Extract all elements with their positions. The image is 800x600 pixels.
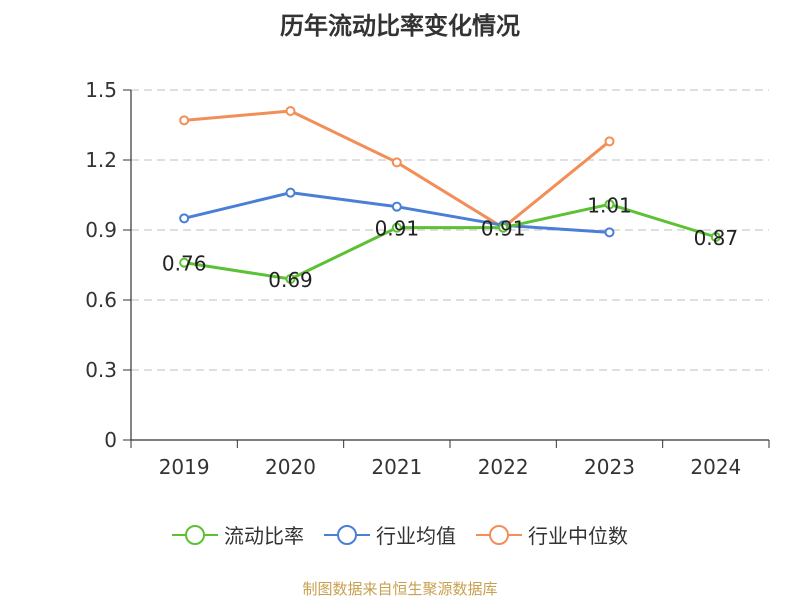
series-line-0 bbox=[183, 202, 717, 281]
data-point bbox=[391, 222, 402, 233]
data-point bbox=[179, 115, 190, 126]
data-point bbox=[391, 157, 402, 168]
x-tick-label: 2020 bbox=[265, 455, 316, 479]
data-point bbox=[604, 227, 615, 238]
axes: 0 0.3 0.6 0.9 1.2 1.5 2019 2020 2021 2022 2023 2024 bbox=[85, 78, 770, 479]
x-tick-label: 2022 bbox=[478, 455, 529, 479]
line-chart: 0 0.3 0.6 0.9 1.2 1.5 2019 2020 2021 2022 2023 2024… bbox=[85, 78, 770, 479]
x-tick-label: 2024 bbox=[690, 455, 741, 479]
y-tick-label: 1.2 bbox=[85, 148, 117, 172]
legend: 流动比率 行业均值 行业中位数 bbox=[0, 520, 800, 549]
y-tick-label: 0 bbox=[104, 428, 117, 452]
chart-title: 历年流动比率变化情况 bbox=[280, 12, 520, 40]
legend-item-current-ratio[interactable]: 流动比率 bbox=[172, 520, 304, 549]
legend-label: 流动比率 bbox=[224, 524, 304, 548]
data-labels: 0.76 0.69 0.91 0.91 1.01 0.87 bbox=[162, 193, 738, 292]
data-label: 0.91 bbox=[481, 217, 526, 241]
grid-lines bbox=[131, 89, 769, 371]
legend-line-icon bbox=[324, 524, 370, 545]
y-tick-label: 0.6 bbox=[85, 288, 117, 312]
data-point bbox=[604, 199, 615, 210]
data-point bbox=[285, 187, 296, 198]
x-tick-label: 2023 bbox=[584, 455, 635, 479]
data-label: 0.76 bbox=[162, 252, 207, 276]
data-label: 1.01 bbox=[587, 193, 632, 217]
y-tick-label: 1.5 bbox=[85, 78, 117, 102]
data-point bbox=[391, 201, 402, 212]
series-lines bbox=[179, 106, 721, 284]
legend-label: 行业中位数 bbox=[528, 524, 628, 548]
y-tick-label: 0.3 bbox=[85, 358, 117, 382]
data-point bbox=[179, 213, 190, 224]
data-point bbox=[498, 222, 509, 233]
data-point bbox=[710, 232, 721, 242]
legend-item-industry-median[interactable]: 行业中位数 bbox=[476, 520, 628, 549]
source-note: 制图数据来自恒生聚源数据库 bbox=[302, 580, 498, 598]
data-point bbox=[285, 274, 296, 284]
data-label: 0.91 bbox=[375, 217, 420, 241]
x-tick-label: 2019 bbox=[159, 455, 210, 479]
data-point bbox=[604, 136, 615, 147]
data-label: 0.87 bbox=[694, 226, 739, 250]
legend-label: 行业均值 bbox=[376, 524, 456, 548]
legend-item-industry-average[interactable]: 行业均值 bbox=[324, 520, 456, 549]
data-point bbox=[179, 257, 190, 268]
legend-line-icon bbox=[172, 524, 218, 545]
data-point bbox=[285, 106, 296, 116]
data-label: 0.69 bbox=[268, 268, 313, 292]
legend-line-icon bbox=[476, 524, 522, 545]
y-tick-label: 0.9 bbox=[85, 218, 117, 242]
x-tick-label: 2021 bbox=[371, 455, 422, 479]
